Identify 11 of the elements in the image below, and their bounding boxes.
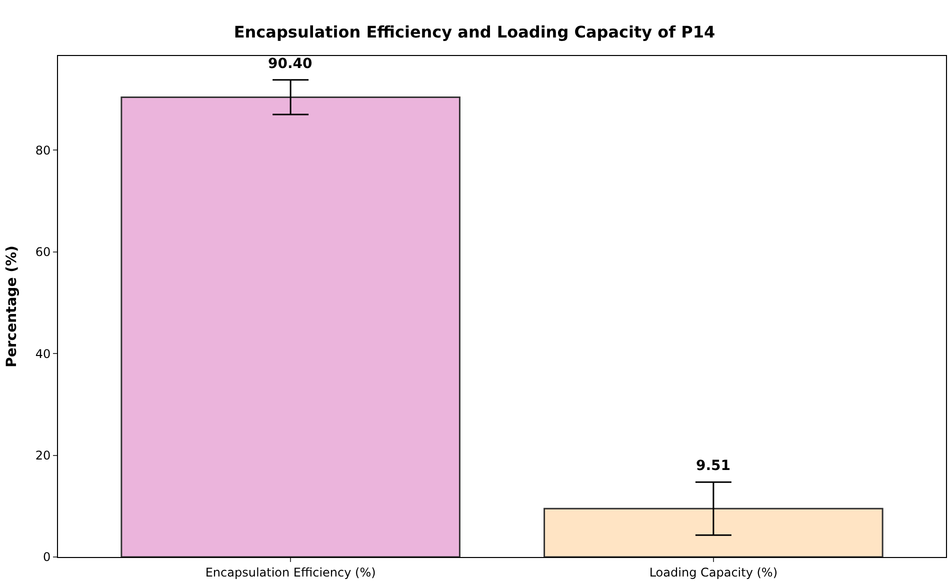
y-tick-label: 80	[35, 143, 51, 158]
data-label: 9.51	[696, 458, 731, 474]
y-tick-label: 60	[35, 245, 51, 260]
y-tick-label: 40	[35, 346, 51, 361]
x-tick-label: Loading Capacity (%)	[649, 565, 778, 580]
chart-title: Encapsulation Efficiency and Loading Capacity of P14	[234, 22, 716, 42]
y-axis-title: Percentage (%)	[4, 246, 20, 368]
data-label: 90.40	[268, 56, 313, 72]
y-tick-label: 0	[42, 550, 51, 564]
x-tick-label: Encapsulation Efficiency (%)	[205, 565, 376, 580]
y-tick-label: 20	[35, 448, 51, 462]
